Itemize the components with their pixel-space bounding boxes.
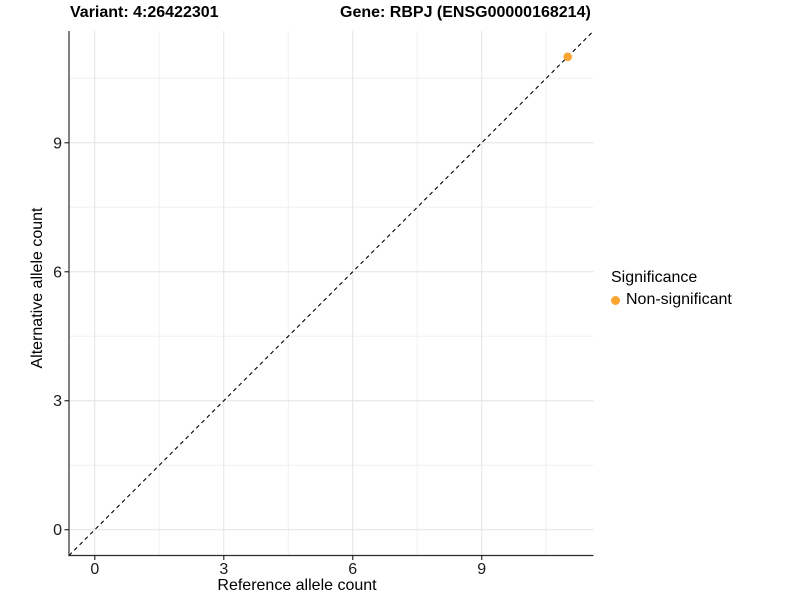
- legend: Significance Non-significant: [611, 269, 732, 309]
- x-tick-label: 0: [90, 561, 99, 578]
- identity-dashed-line: [68, 30, 594, 556]
- y-tick-label: 3: [53, 393, 62, 410]
- orange-point-icon: [611, 295, 620, 305]
- legend-entry-label: Non-significant: [626, 291, 732, 308]
- x-axis-title: Reference allele count: [217, 577, 377, 594]
- gene-title: Gene: RBPJ (ENSG00000168214): [340, 4, 591, 21]
- y-tick-label: 6: [53, 264, 62, 281]
- data-point: [563, 52, 573, 62]
- legend-entry: Non-significant: [611, 291, 732, 309]
- legend-title: Significance: [611, 269, 698, 286]
- x-tick-label: 3: [219, 561, 228, 578]
- x-tick-label: 6: [348, 561, 357, 578]
- y-tick-label: 9: [53, 135, 62, 152]
- x-tick-label: 9: [477, 561, 486, 578]
- y-tick-label: 0: [53, 522, 62, 539]
- variant-title: Variant: 4:26422301: [70, 4, 219, 21]
- y-axis-title: Alternative allele count: [29, 207, 46, 369]
